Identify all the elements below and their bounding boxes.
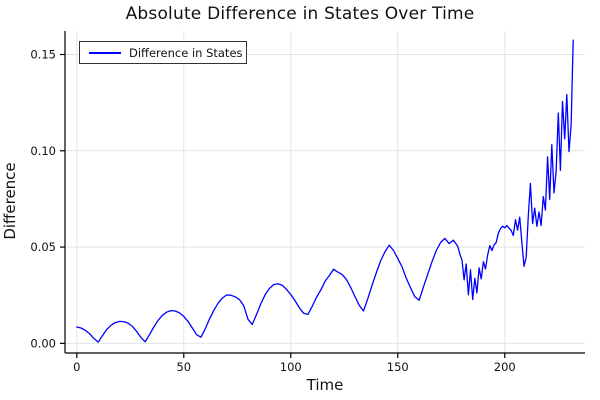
x-tick-label: 100 [280, 360, 302, 374]
series-line [76, 39, 574, 343]
y-tick-label: 0.05 [30, 240, 56, 254]
y-tick-label: 0.00 [30, 336, 56, 350]
legend-label: Difference in States [129, 45, 243, 60]
chart-title: Absolute Difference in States Over Time [125, 4, 475, 24]
legend-line-sample-icon [89, 51, 121, 54]
y-axis-label: Difference [1, 162, 19, 240]
x-tick-label: 50 [176, 360, 191, 374]
legend: Difference in States [79, 41, 247, 64]
x-axis-label: Time [306, 376, 344, 394]
x-tick-label: 150 [387, 360, 409, 374]
y-tick-label: 0.15 [30, 47, 56, 61]
x-tick-label: 0 [73, 360, 80, 374]
y-tick-label: 0.10 [30, 144, 56, 158]
x-tick-label: 200 [494, 360, 516, 374]
